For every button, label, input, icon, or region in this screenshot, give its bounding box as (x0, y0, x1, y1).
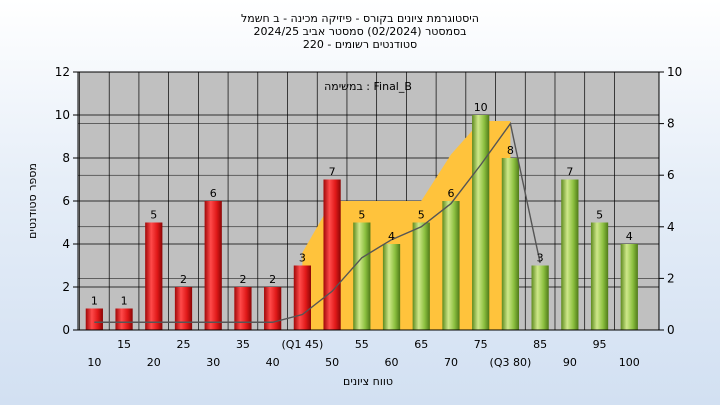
data-label-60: 4 (388, 230, 395, 243)
data-label-70: 6 (447, 187, 454, 200)
data-label-20: 5 (150, 209, 157, 222)
data-label-35: 2 (239, 273, 246, 286)
data-labels-layer: 1 1 5 2 6 2 2 3 7 5 4 5 6 10 8 3 7 5 4 (91, 101, 633, 308)
bar-45 (293, 265, 311, 330)
chart-title-line-1: היסטוגרמת ציונים בקורס - פיזיקה מכינה - … (241, 12, 479, 25)
bar-40 (264, 287, 282, 330)
data-label-10: 1 (91, 295, 98, 308)
bar-25 (174, 287, 193, 330)
bar-35 (234, 287, 252, 330)
chart-annotation: במשימה : Final_B (324, 80, 412, 93)
x-tick-label: (Q1 45) (282, 338, 324, 351)
data-label-75: 10 (474, 101, 488, 114)
bar-70 (442, 201, 460, 330)
data-label-30: 6 (210, 187, 217, 200)
y2-tick-label: 4 (667, 220, 675, 234)
data-label-40: 2 (269, 273, 276, 286)
data-label-15: 1 (121, 295, 128, 308)
y-tick-label: 2 (62, 280, 70, 294)
data-label-65: 5 (418, 209, 425, 222)
x-tick-label: 35 (236, 338, 250, 351)
y-tick-label: 4 (62, 237, 70, 251)
y-tick-label: 6 (62, 194, 70, 208)
data-label-50: 7 (329, 166, 336, 179)
y2-tick-label: 0 (667, 323, 675, 337)
x-tick-label: 60 (385, 356, 399, 369)
y2-tick-label: 8 (667, 117, 675, 131)
x-tick-label: (Q3 80) (490, 356, 532, 369)
y2-tick-label: 2 (667, 271, 675, 285)
bar-75 (472, 115, 490, 330)
bars-layer (85, 115, 638, 330)
x-axis-title: טווח ציונים (343, 375, 393, 388)
data-label-100: 4 (626, 230, 633, 243)
data-label-85: 3 (537, 252, 544, 265)
chart-title-line-3: סטודנטים רשומים - 220 (303, 38, 417, 51)
x-tick-label: 90 (563, 356, 577, 369)
x-tick-label: 70 (444, 356, 458, 369)
x-tick-label: 85 (533, 338, 547, 351)
x-tick-label: 65 (414, 338, 428, 351)
data-label-80: 8 (507, 144, 514, 157)
cumulative-line (94, 121, 541, 323)
y-tick-label: 12 (55, 65, 70, 79)
x-tick-label: 95 (593, 338, 607, 351)
x-axis: 10 15 20 25 30 35 40(Q1 45)50 55 60 65 70 75(Q3 80)… (87, 338, 639, 369)
x-tick-label: 20 (147, 356, 161, 369)
x-tick-label: 30 (206, 356, 220, 369)
data-label-90: 7 (566, 166, 573, 179)
data-label-25: 2 (180, 273, 187, 286)
y2-tick-label: 10 (667, 65, 682, 79)
cumulative-line-layer (94, 121, 541, 323)
bar-20 (145, 222, 163, 330)
x-tick-label: 55 (355, 338, 369, 351)
bar-90 (561, 179, 579, 330)
x-tick-label: 40 (266, 356, 280, 369)
x-tick-label: 75 (474, 338, 488, 351)
y2-tick-label: 6 (667, 168, 675, 182)
y-axis-left: 0 2 4 6 8 10 12 (55, 65, 78, 337)
x-tick-label: 100 (619, 356, 640, 369)
bar-80 (501, 158, 520, 330)
y-tick-label: 0 (62, 323, 70, 337)
x-tick-label: 15 (117, 338, 131, 351)
y-tick-label: 8 (62, 151, 70, 165)
chart-title-line-2: בסמסטר (02/2024) סמסטר אביב 2024/25 (253, 25, 466, 38)
bar-85 (531, 265, 549, 330)
y-axis-title: מספר סטודנטים (26, 163, 39, 239)
x-tick-label: 25 (177, 338, 191, 351)
data-label-95: 5 (596, 209, 603, 222)
bar-100 (620, 244, 638, 330)
bar-60 (382, 244, 401, 330)
bar-95 (590, 222, 609, 330)
data-label-45: 3 (299, 252, 306, 265)
bar-55 (353, 222, 371, 330)
y-tick-label: 10 (55, 108, 70, 122)
bar-10 (85, 308, 103, 330)
bar-65 (412, 222, 430, 330)
y-axis-right: 0 2 4 6 8 10 (659, 65, 682, 337)
data-label-55: 5 (358, 209, 365, 222)
x-tick-label: 50 (325, 356, 339, 369)
bar-30 (204, 201, 222, 330)
bar-50 (323, 179, 341, 330)
bar-15 (115, 308, 133, 330)
x-tick-label: 10 (87, 356, 101, 369)
